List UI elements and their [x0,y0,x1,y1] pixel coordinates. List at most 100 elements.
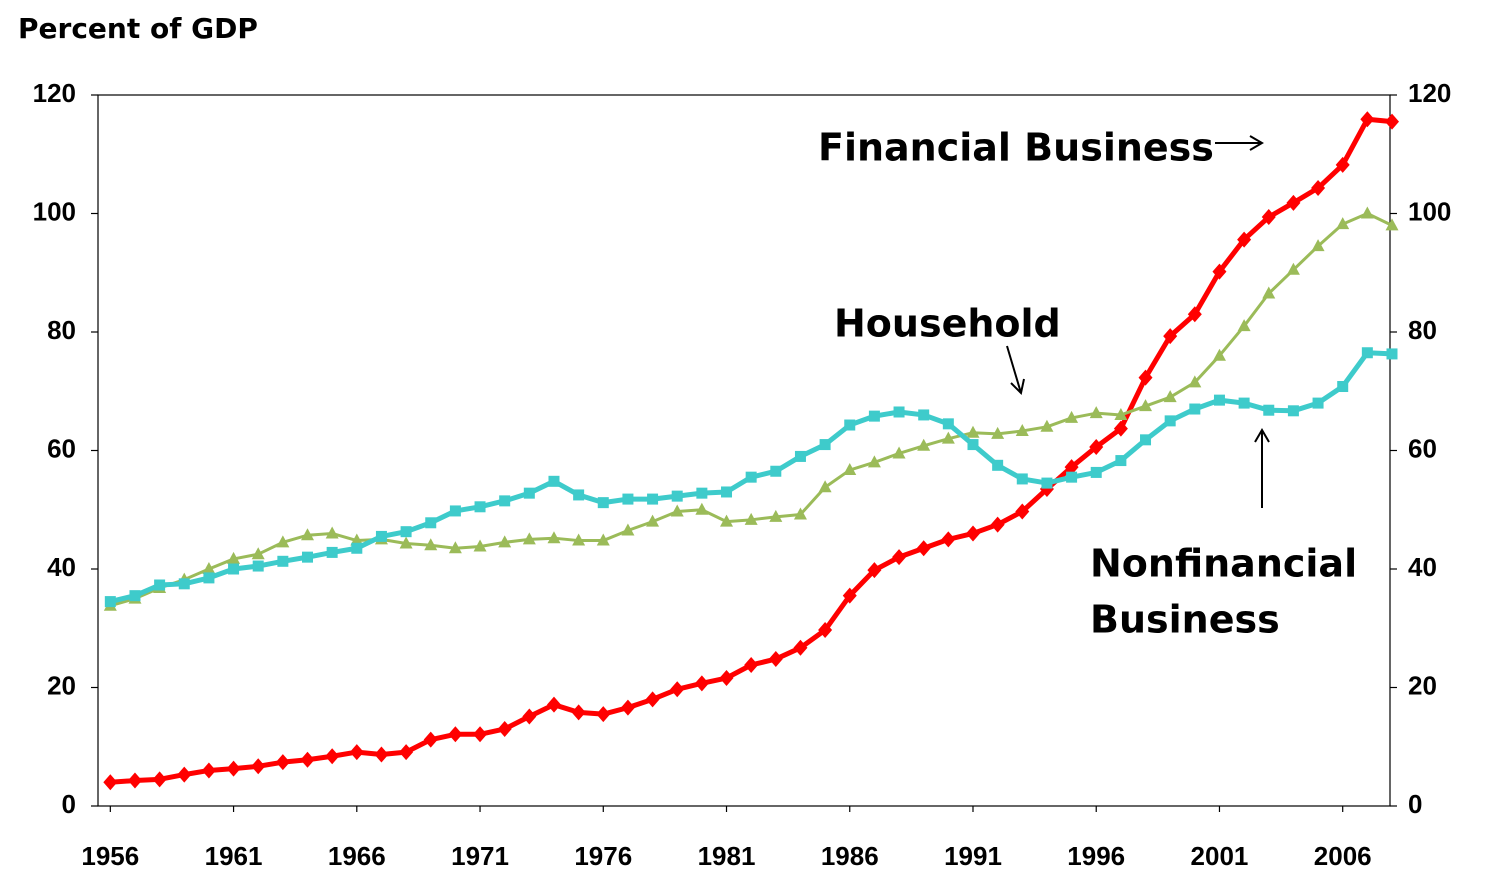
point [1385,218,1399,231]
point [620,699,635,716]
point [1189,403,1201,415]
point [696,487,708,499]
point [818,480,832,493]
point [695,502,709,515]
point [203,572,215,584]
point [1286,194,1301,211]
point [252,560,264,572]
point [129,590,141,602]
point [1089,406,1103,419]
y-tick-label: 120 [33,78,76,108]
point [351,542,363,554]
point [1312,397,1324,409]
point [942,418,954,430]
point [670,681,685,698]
point [1385,113,1399,130]
point [1140,434,1152,446]
point [596,533,610,546]
point [1361,347,1373,359]
x-tick-label: 1976 [574,841,632,871]
point [670,504,684,517]
point [424,538,438,551]
point [103,774,118,791]
point [228,563,240,575]
point [892,446,906,459]
point [646,514,660,527]
point [448,726,463,743]
point [1139,399,1153,412]
point [844,419,856,431]
x-tick-label: 1981 [698,841,756,871]
point [474,501,486,513]
point [448,541,462,554]
point [992,459,1004,471]
point [177,766,192,783]
x-tick-label: 2001 [1191,841,1249,871]
point [991,426,1005,439]
point [275,754,290,771]
point [104,596,116,608]
plot-frame [97,94,1391,807]
point [1311,180,1326,197]
arrows [1006,135,1270,508]
point [1335,156,1350,173]
point [1263,404,1275,416]
point [1238,397,1250,409]
point [349,744,364,761]
point [1064,459,1079,476]
point [768,651,783,668]
point [1040,419,1054,432]
y2-tick-label: 80 [1408,315,1437,345]
point [719,670,734,687]
x-tick-label: 1956 [81,841,139,871]
arrow [1254,428,1270,508]
point [744,656,759,673]
point [1287,405,1299,417]
point [1114,407,1128,420]
point [497,720,512,737]
point [300,751,315,768]
y-tick-label: 40 [47,552,76,582]
point [621,523,635,536]
x-tick-label: 1971 [451,841,509,871]
y2-tick-label: 120 [1408,78,1451,108]
point [990,516,1005,533]
point [721,486,733,498]
point [1337,381,1349,393]
point [1164,415,1176,427]
x-tick-label: 1991 [944,841,1002,871]
point [918,409,930,421]
point [819,439,831,451]
point [1188,375,1202,388]
point [523,487,535,499]
y-tick-label: 80 [47,315,76,345]
point [769,509,783,522]
point [400,526,412,538]
point [1336,217,1350,230]
point [127,772,142,789]
y-tick-label: 0 [62,789,76,819]
point [965,525,980,542]
point [202,562,216,574]
point [868,410,880,422]
point [201,762,216,779]
point [425,517,437,529]
point [547,531,561,544]
point [546,696,561,713]
point [1113,420,1128,437]
point [154,579,166,591]
point [302,551,314,563]
point [596,706,611,723]
x-tick-label: 1996 [1067,841,1125,871]
point [916,540,931,557]
arrow [1215,135,1264,151]
point [499,495,511,507]
point [917,438,931,451]
point [794,450,806,462]
point [1311,239,1325,252]
point [720,514,734,527]
point [1163,390,1177,403]
point [1262,286,1276,299]
point [227,551,241,564]
point [522,708,537,725]
